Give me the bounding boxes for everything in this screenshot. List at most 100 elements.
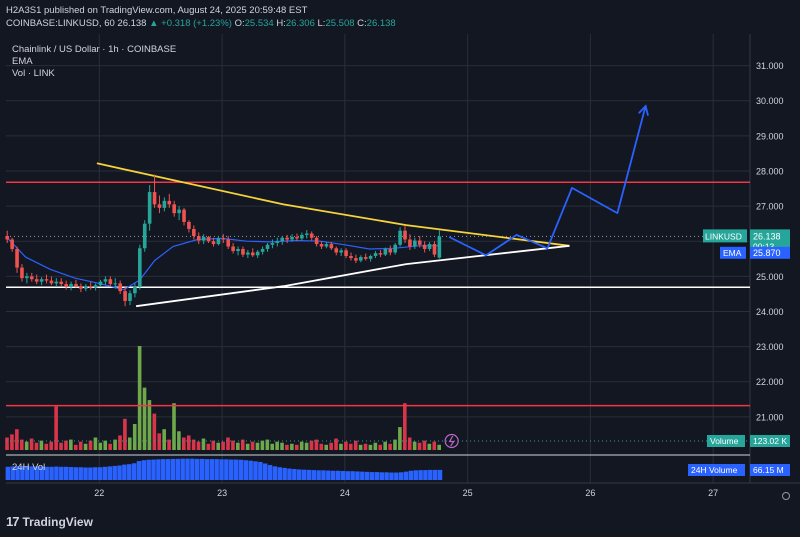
ema-price: 25.870 bbox=[753, 248, 781, 258]
candle-body bbox=[363, 257, 368, 259]
vol24-bar bbox=[408, 470, 414, 480]
volume-bar bbox=[15, 429, 19, 450]
vol24-bar bbox=[340, 470, 346, 480]
vol24-bar bbox=[195, 458, 200, 480]
candle-body bbox=[319, 244, 324, 247]
candle-body bbox=[128, 293, 132, 301]
volume-bar bbox=[98, 442, 103, 450]
candle-body bbox=[398, 230, 402, 245]
candle-body bbox=[378, 253, 383, 255]
vol24-bar bbox=[112, 465, 117, 480]
candle-body bbox=[417, 240, 422, 245]
volume-bar bbox=[344, 441, 348, 450]
volume-bar bbox=[393, 439, 397, 450]
volume-bar bbox=[309, 440, 314, 450]
volume-bar bbox=[329, 442, 333, 450]
vol24-bar bbox=[54, 466, 59, 480]
candle-body bbox=[260, 248, 265, 252]
vol24-legend[interactable]: 24H Vol bbox=[12, 462, 46, 473]
candle-body bbox=[246, 252, 250, 255]
y-tick-label: 28.000 bbox=[756, 166, 784, 176]
vol24-bar bbox=[233, 459, 239, 480]
vol24-bar bbox=[330, 470, 336, 480]
volume-bar bbox=[363, 443, 368, 450]
vol24-bar bbox=[49, 466, 54, 480]
volume-bar bbox=[19, 439, 24, 450]
volume-bar bbox=[368, 444, 373, 450]
vol24-bar bbox=[180, 458, 185, 480]
ema-name: EMA bbox=[723, 248, 742, 258]
candle-body bbox=[211, 241, 216, 245]
candle-body bbox=[123, 291, 127, 301]
vol24-bar bbox=[369, 472, 375, 480]
vol24-bar bbox=[170, 458, 176, 480]
volume-bar bbox=[432, 441, 437, 450]
vol24-bar bbox=[29, 466, 35, 480]
candle-body bbox=[304, 233, 309, 235]
high-value: 26.306 bbox=[285, 18, 315, 29]
volume-legend[interactable]: Vol · LINK bbox=[12, 68, 55, 79]
candle-body bbox=[79, 286, 83, 289]
candle-body bbox=[93, 285, 98, 288]
volume-bar bbox=[186, 435, 191, 450]
vol24-bar bbox=[127, 464, 132, 480]
volume-bar bbox=[339, 443, 343, 450]
candle-body bbox=[113, 283, 118, 285]
ema-legend[interactable]: EMA bbox=[12, 56, 33, 67]
x-tick-label: 22 bbox=[94, 488, 104, 498]
ohlc-line: COINBASE:LINKUSD, 60 26.138 ▲ +0.318 (+1… bbox=[6, 17, 396, 30]
ema-line bbox=[6, 237, 440, 291]
vol24-bar bbox=[253, 461, 258, 480]
chart-title[interactable]: Chainlink / US Dollar · 1h · COINBASE bbox=[12, 44, 177, 55]
candle-body bbox=[157, 204, 162, 208]
candle-body bbox=[192, 228, 196, 236]
candle-body bbox=[275, 241, 280, 243]
low-label: L: bbox=[317, 18, 326, 29]
candle-body bbox=[84, 286, 88, 289]
volume-bar bbox=[108, 443, 112, 450]
volume-bar bbox=[388, 443, 392, 450]
vol24-bar bbox=[25, 466, 30, 480]
y-tick-label: 30.000 bbox=[756, 96, 784, 106]
vol24-bar bbox=[97, 467, 103, 480]
volume-bar bbox=[216, 442, 220, 450]
volume-bar bbox=[398, 427, 402, 450]
open-value: 25.534 bbox=[244, 18, 274, 29]
y-tick-label: 22.000 bbox=[756, 377, 784, 387]
tradingview-logo[interactable]: 17 TradingView bbox=[6, 514, 93, 529]
candle-body bbox=[290, 237, 294, 240]
candle-body bbox=[403, 230, 407, 240]
candle-body bbox=[182, 209, 186, 222]
vol24-bar bbox=[219, 459, 224, 480]
vol24-bar bbox=[262, 463, 268, 480]
candle-body bbox=[147, 192, 152, 224]
volume-bar bbox=[373, 442, 378, 450]
volume-bar bbox=[250, 441, 255, 450]
volume-bar bbox=[353, 440, 358, 450]
volume-bar bbox=[221, 441, 225, 450]
volume-bar bbox=[348, 443, 353, 450]
vol24-bar bbox=[190, 458, 195, 480]
volume-bar bbox=[270, 443, 275, 450]
vol24-bar bbox=[292, 469, 297, 480]
linkusd-countdown: 00:13 bbox=[753, 241, 775, 251]
low-value: 25.508 bbox=[325, 18, 355, 29]
volume-bar bbox=[88, 440, 93, 450]
volume-bar bbox=[49, 441, 54, 450]
vol24h-name-tag bbox=[688, 464, 745, 476]
candle-body bbox=[285, 237, 289, 240]
ema-price-tag bbox=[750, 246, 790, 259]
candle-body bbox=[177, 209, 181, 214]
vol24-bar bbox=[141, 460, 147, 480]
candle-body bbox=[54, 281, 59, 284]
candle-body bbox=[138, 248, 142, 287]
x-tick-label: 26 bbox=[585, 488, 595, 498]
vol24-bar bbox=[316, 470, 321, 480]
candle-body bbox=[44, 279, 49, 281]
vol24-bar bbox=[185, 458, 190, 480]
volume-bar bbox=[142, 387, 147, 450]
y-tick-label: 29.000 bbox=[756, 131, 784, 141]
volume-name-tag bbox=[707, 435, 745, 447]
vol24-bar bbox=[374, 472, 380, 480]
